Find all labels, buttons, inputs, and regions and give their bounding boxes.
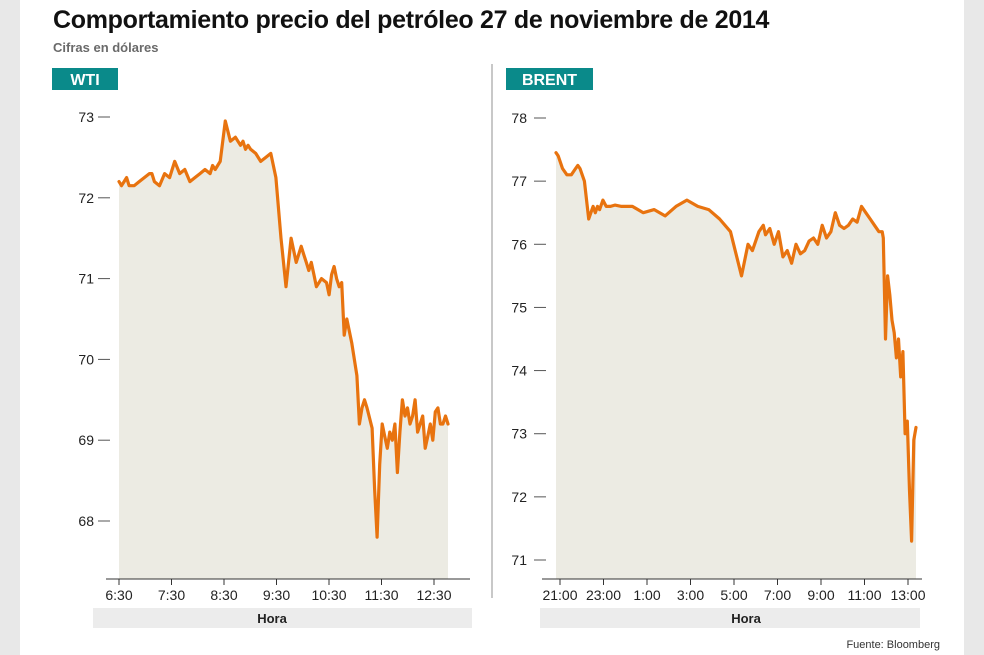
wti-ytick-label-71: 71: [78, 271, 94, 287]
brent-xtick-label-4: 5:00: [720, 587, 747, 603]
brent-ytick-label-78: 78: [511, 110, 527, 126]
wti-xtick-label-3: 9:30: [263, 587, 290, 603]
wti-xtick-label-1: 7:30: [158, 587, 185, 603]
wti-badge: [52, 68, 118, 90]
brent-ytick-label-72: 72: [511, 489, 527, 505]
wti-ytick-label-69: 69: [78, 432, 94, 448]
brent-xtick-label-0: 21:00: [542, 587, 577, 603]
brent-xtick-label-3: 3:00: [677, 587, 704, 603]
brent-ytick-label-71: 71: [511, 552, 527, 568]
wti-xtick-label-6: 12:30: [416, 587, 451, 603]
wti-ytick-label-73: 73: [78, 109, 94, 125]
brent-x-axis-title: Hora: [731, 611, 761, 626]
source-note: Fuente: Bloomberg: [846, 639, 940, 651]
brent-badge-label: BRENT: [522, 72, 577, 89]
wti-area: [119, 121, 448, 579]
brent-xtick-label-7: 11:00: [848, 587, 882, 603]
wti-xtick-label-5: 11:30: [365, 587, 399, 603]
wti-xtitle-band: [93, 608, 472, 628]
wti-xtick-label-4: 10:30: [311, 587, 346, 603]
brent-ytick-label-76: 76: [511, 236, 527, 252]
brent-xtitle-band: [540, 608, 920, 628]
brent-price-line: [554, 151, 918, 543]
brent-xtick-label-6: 9:00: [807, 587, 834, 603]
wti-badge-label: WTI: [70, 72, 99, 89]
wti-xtick-label-0: 6:30: [105, 587, 132, 603]
wti-ytick-label-68: 68: [78, 513, 94, 529]
brent-ytick-label-74: 74: [511, 363, 527, 379]
brent-ytick-label-77: 77: [511, 173, 527, 189]
brent-area: [556, 152, 916, 579]
brent-xtick-label-1: 23:00: [586, 587, 621, 603]
wti-ytick-label-70: 70: [78, 351, 94, 367]
wti-xtick-label-2: 8:30: [210, 587, 237, 603]
brent-xtick-label-5: 7:00: [764, 587, 791, 603]
wti-price-line: [117, 119, 450, 539]
brent-badge: [506, 68, 593, 90]
subtitle: Cifras en dólares: [53, 40, 159, 55]
page-title: Comportamiento precio del petróleo 27 de…: [53, 6, 770, 34]
brent-xtick-label-8: 13:00: [890, 587, 925, 603]
wti-x-axis-title: Hora: [257, 611, 287, 626]
brent-xtick-label-2: 1:00: [633, 587, 660, 603]
brent-ytick-label-73: 73: [511, 426, 527, 442]
wti-ytick-label-72: 72: [78, 190, 94, 206]
brent-ytick-label-75: 75: [511, 299, 527, 315]
